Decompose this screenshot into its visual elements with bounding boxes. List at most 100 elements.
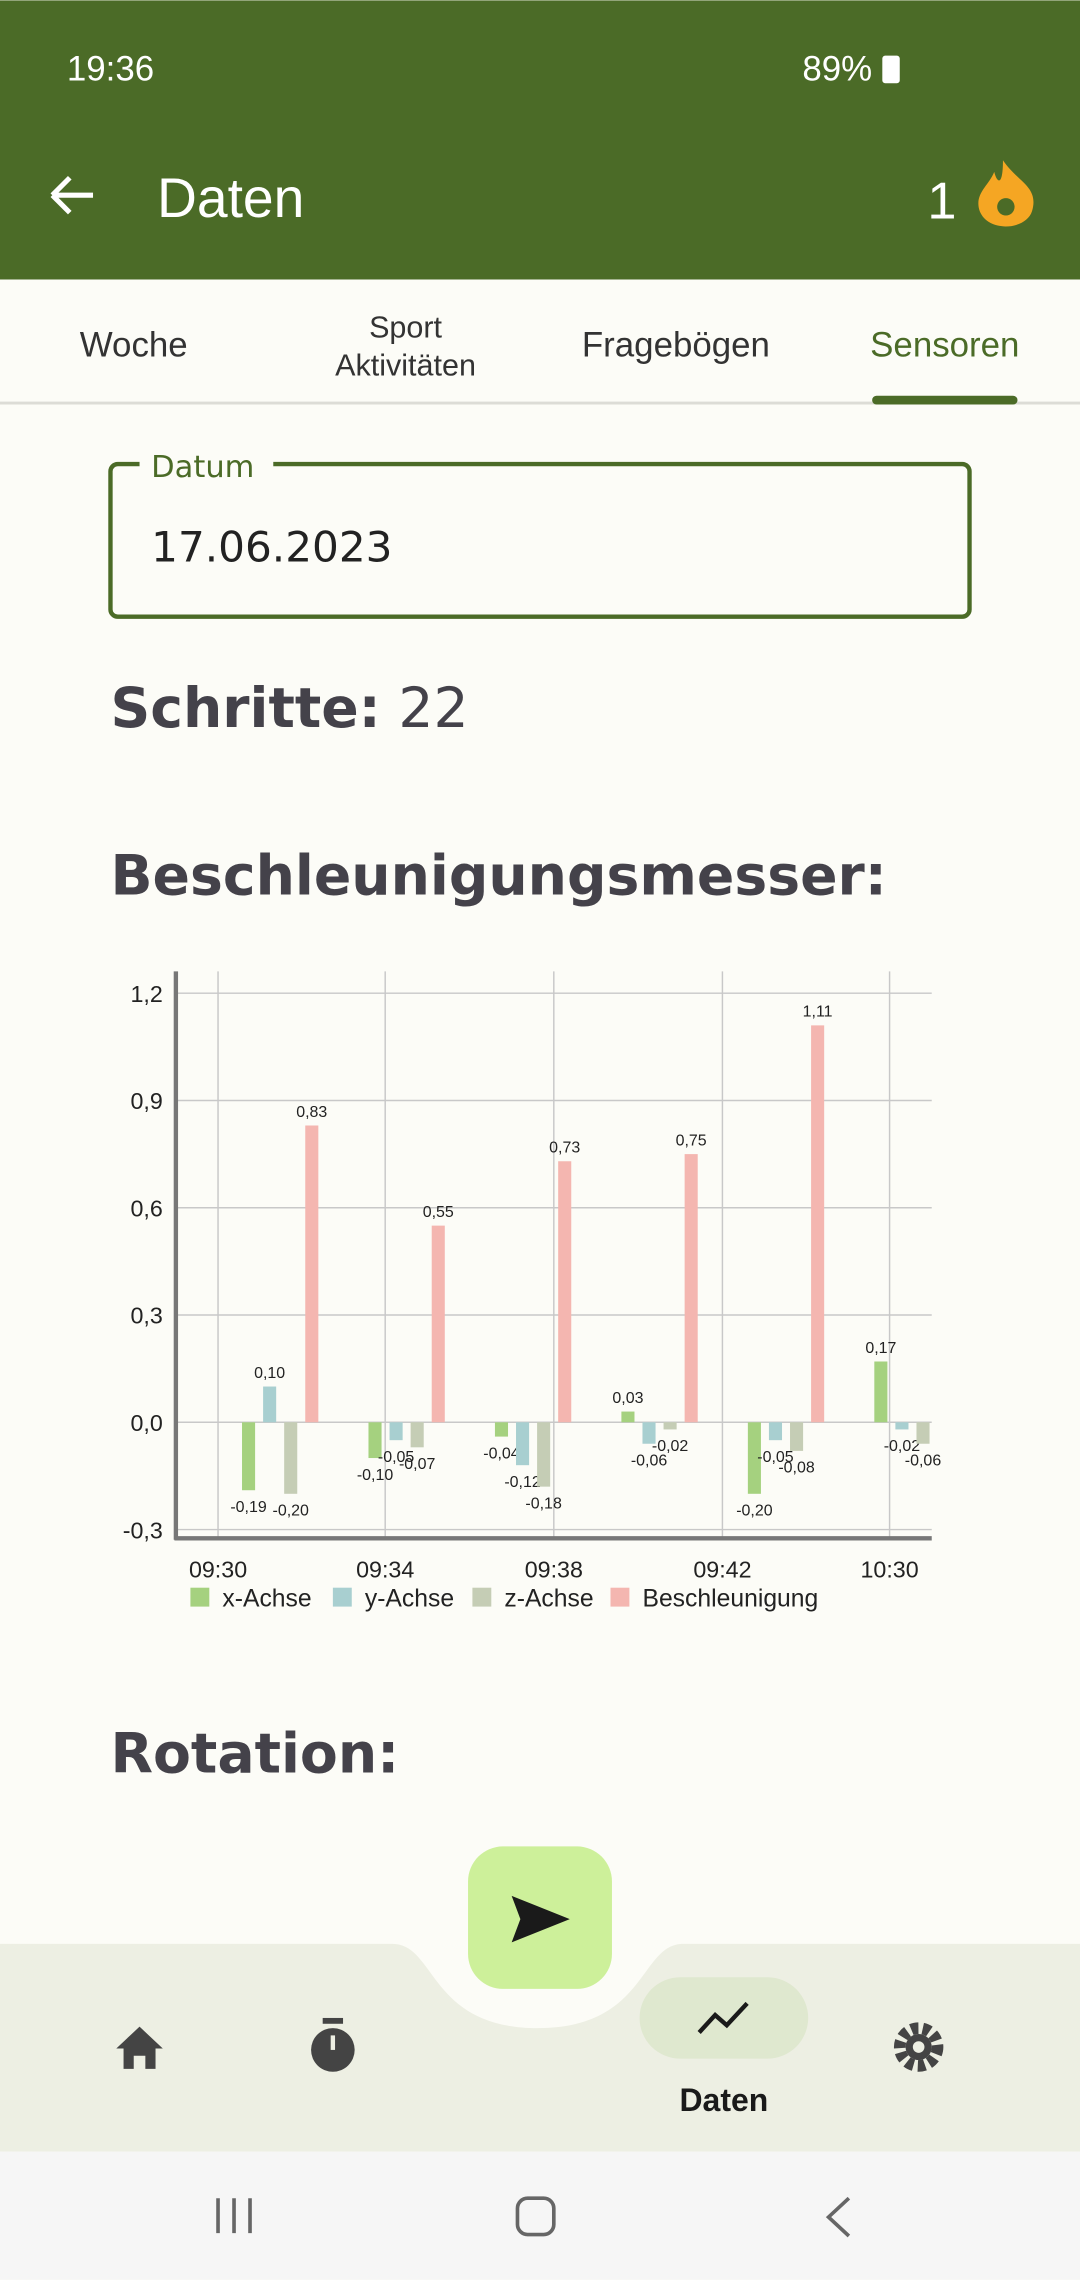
bar [516,1422,530,1466]
x-tick-label: 10:30 [860,1557,918,1583]
status-battery: 89% [802,49,872,88]
legend-label: Beschleunigung [642,1586,818,1613]
value-label: -0,07 [399,1456,436,1473]
settings-hole [912,2041,925,2053]
legend-label: z-Achse [504,1586,593,1613]
value-label: -0,18 [525,1495,562,1512]
bar [895,1422,909,1430]
bar [368,1422,382,1459]
x-tick-label: 09:42 [693,1557,751,1583]
bar [263,1386,277,1423]
flame-center [997,198,1015,216]
value-label: -0,05 [378,1449,415,1466]
bar [642,1422,656,1444]
section-title: Rotation: [110,1722,399,1786]
back-button[interactable] [50,175,94,215]
section-title: Beschleunigungsmesser: [110,844,886,908]
y-tick-label: 0,6 [130,1195,162,1221]
value-label: 0,10 [254,1365,285,1382]
x-tick-label: 09:38 [525,1557,583,1583]
date-field[interactable] [108,461,972,619]
app-title: Daten [157,167,304,229]
steps: Schritte: 22 [110,677,468,741]
tab-label[interactable]: Sport [369,311,442,345]
steps-label: Schritte: [110,677,380,741]
y-tick-label: 0,3 [130,1303,162,1329]
bar [410,1422,424,1448]
value-label: 0,03 [612,1390,643,1407]
value-label: 0,83 [296,1104,327,1121]
bar [494,1422,509,1437]
value-label: -0,10 [357,1467,394,1484]
bar [811,1025,825,1423]
bar [768,1422,783,1441]
app-bar-bg [0,0,1080,280]
streak-count: 1 [927,172,956,230]
bar [621,1411,635,1423]
y-tick-label: 0,9 [130,1088,162,1114]
bar [790,1422,804,1451]
steps-value: 22 [398,677,468,741]
recents-button[interactable] [216,2198,252,2234]
value-label: -0,06 [905,1453,942,1470]
legend-swatch [610,1587,630,1607]
status-time: 19:36 [67,49,154,88]
value-label: -0,02 [652,1438,689,1455]
bar [284,1422,298,1494]
value-label: -0,06 [631,1453,668,1470]
settings-button[interactable] [893,2022,944,2072]
date-label: Datum [151,450,254,485]
value-label: -0,08 [778,1460,815,1477]
value-label: -0,19 [230,1499,267,1516]
nav-label: Daten [679,2082,768,2118]
date-label-bg [139,448,274,478]
value-label: 0,75 [676,1132,707,1149]
timer-top [322,2017,344,2024]
flame-icon [978,160,1034,227]
daten-button[interactable] [639,1977,809,2059]
bar [389,1422,403,1441]
y-tick-label: -0,3 [123,1517,163,1543]
chart-icon [697,2001,749,2034]
value-label: -0,04 [483,1445,520,1462]
tab-label[interactable]: Fragebögen [582,326,770,365]
bar [874,1361,888,1423]
bar [537,1422,551,1487]
legend-swatch [332,1587,352,1607]
y-tick-label: 0,0 [130,1410,162,1436]
value-label: -0,20 [736,1503,773,1520]
back-system-button[interactable] [825,2196,851,2238]
bar [558,1161,572,1423]
send-icon [511,1895,570,1943]
value-label: 0,55 [423,1204,454,1221]
bar [747,1422,761,1494]
x-tick-label: 09:34 [356,1557,414,1583]
value-label: -0,02 [884,1438,921,1455]
x-tick-label: 09:30 [189,1557,247,1583]
tab-indicator [872,395,1018,405]
value-label: -0,12 [504,1474,541,1491]
home-system-button[interactable] [515,2196,556,2237]
system-nav-bg [0,2151,1080,2280]
value-label: 1,11 [803,1004,833,1021]
tab-label[interactable]: Aktivitäten [335,348,476,382]
tab-label[interactable]: Woche [80,326,188,365]
tab-label[interactable]: Sensoren [870,326,1019,365]
value-label: -0,05 [757,1449,794,1466]
legend-label: y-Achse [365,1586,454,1613]
bar [684,1154,698,1423]
value-label: -0,20 [273,1503,310,1520]
date-value: 17.06.2023 [151,522,392,571]
bottom-nav-bg [0,1943,1080,2152]
battery-icon [882,55,900,84]
bar [916,1422,930,1444]
bar [431,1225,445,1423]
legend-swatch [472,1587,492,1607]
value-label: 0,73 [549,1140,580,1157]
bar [663,1422,677,1430]
tab-divider [0,401,1080,405]
home-button[interactable] [116,2026,163,2069]
bar [305,1125,319,1423]
